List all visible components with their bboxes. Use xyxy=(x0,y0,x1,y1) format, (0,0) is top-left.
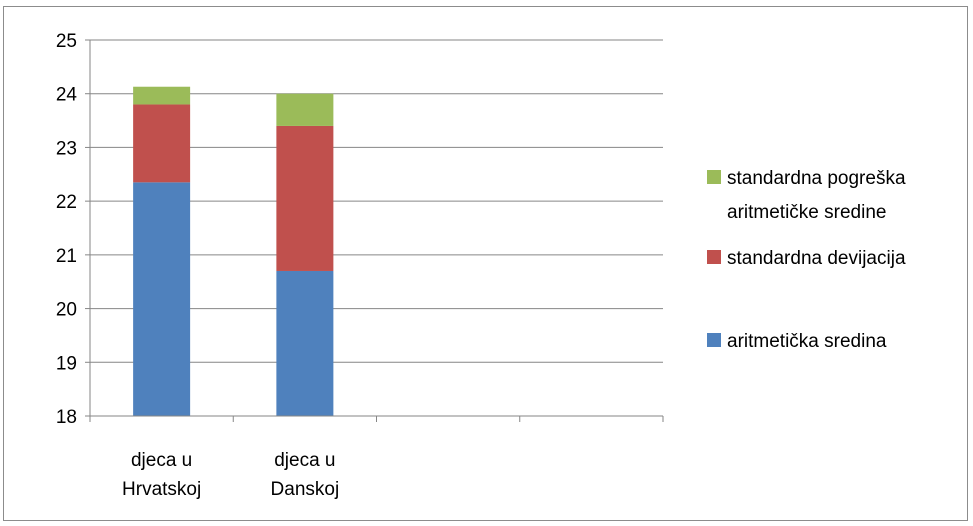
bar-segment-2 xyxy=(276,125,334,271)
legend-swatch xyxy=(707,250,721,264)
legend: standardna pogreška aritmetičke sredine st… xyxy=(707,168,906,352)
bar-segment-2 xyxy=(133,104,191,183)
y-tick-label: 18 xyxy=(56,407,77,428)
axes: 18 19 20 21 22 23 24 25 djeca u Hrvatskoj djeca u D… xyxy=(56,31,664,500)
y-tick-label: 23 xyxy=(56,138,77,159)
y-tick-label: 21 xyxy=(56,246,77,267)
bar-segment-1 xyxy=(276,270,334,416)
y-tick-label: 24 xyxy=(56,85,78,106)
x-category-label: Hrvatskoj xyxy=(122,479,201,500)
legend-swatch xyxy=(707,333,721,347)
legend-label: standardna pogreška xyxy=(727,168,906,189)
y-tick-label: 22 xyxy=(56,192,77,213)
bar-segment-3 xyxy=(276,93,334,126)
bars xyxy=(133,86,334,416)
bar-segment-1 xyxy=(133,182,191,416)
x-category-label: djeca u xyxy=(131,450,192,471)
x-category-label: Danskoj xyxy=(271,479,340,500)
legend-label: aritmetička sredina xyxy=(727,331,887,352)
bar-segment-3 xyxy=(133,86,191,105)
y-tick-label: 20 xyxy=(56,300,77,321)
x-category-label: djeca u xyxy=(274,450,335,471)
y-tick-label: 25 xyxy=(56,31,77,52)
legend-swatch xyxy=(707,170,721,184)
legend-label: aritmetičke sredine xyxy=(727,202,886,223)
y-tick-label: 19 xyxy=(56,353,77,374)
legend-label: standardna devijacija xyxy=(727,248,906,269)
